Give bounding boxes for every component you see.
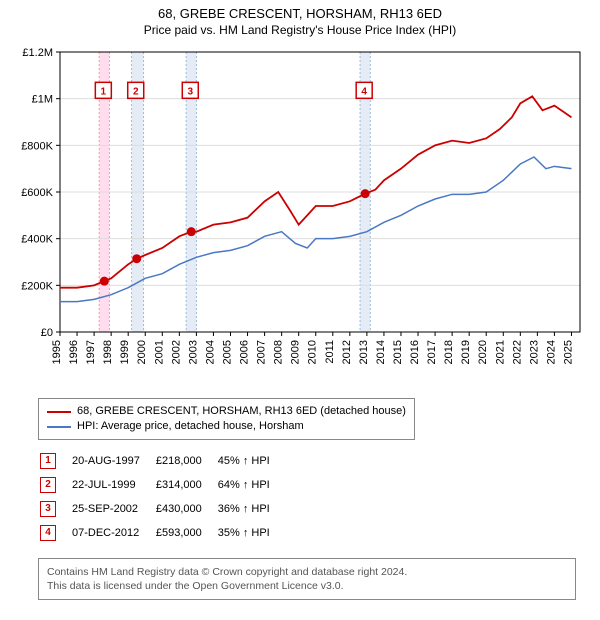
sale-price: £430,000: [156, 498, 216, 520]
svg-text:3: 3: [187, 86, 193, 97]
svg-text:2013: 2013: [358, 340, 370, 364]
svg-text:2005: 2005: [221, 340, 233, 364]
svg-text:1997: 1997: [85, 340, 97, 364]
svg-text:2019: 2019: [460, 340, 472, 364]
page-subtitle: Price paid vs. HM Land Registry's House …: [0, 21, 600, 37]
svg-text:2014: 2014: [375, 340, 387, 364]
svg-text:2009: 2009: [290, 340, 302, 364]
legend-item: HPI: Average price, detached house, Hors…: [47, 419, 406, 434]
svg-text:£400K: £400K: [21, 234, 53, 246]
svg-text:2006: 2006: [239, 340, 251, 364]
svg-text:2007: 2007: [256, 340, 268, 364]
footer-line: Contains HM Land Registry data © Crown c…: [47, 565, 567, 579]
svg-text:1: 1: [101, 86, 107, 97]
svg-text:2011: 2011: [324, 340, 336, 364]
svg-text:1995: 1995: [51, 340, 63, 364]
sale-price: £593,000: [156, 522, 216, 544]
svg-text:£1.2M: £1.2M: [22, 47, 53, 59]
footer-line: This data is licensed under the Open Gov…: [47, 579, 567, 593]
svg-text:2024: 2024: [545, 340, 557, 364]
legend-label: 68, GREBE CRESCENT, HORSHAM, RH13 6ED (d…: [77, 404, 406, 419]
sale-delta: 64% ↑ HPI: [218, 474, 284, 496]
legend-swatch: [47, 411, 71, 413]
svg-text:1996: 1996: [68, 340, 80, 364]
svg-text:2: 2: [133, 86, 139, 97]
svg-text:£600K: £600K: [21, 187, 53, 199]
svg-text:£800K: £800K: [21, 140, 53, 152]
table-row: 2 22-JUL-1999£314,00064% ↑ HPI: [40, 474, 284, 496]
sale-marker: 2: [40, 477, 56, 493]
table-row: 1 20-AUG-1997£218,00045% ↑ HPI: [40, 450, 284, 472]
svg-text:2000: 2000: [136, 340, 148, 364]
legend-swatch: [47, 426, 71, 428]
svg-text:2001: 2001: [153, 340, 165, 364]
sales-table: 1 20-AUG-1997£218,00045% ↑ HPI 2 22-JUL-199…: [38, 448, 286, 546]
sale-delta: 45% ↑ HPI: [218, 450, 284, 472]
svg-text:2018: 2018: [443, 340, 455, 364]
sale-delta: 36% ↑ HPI: [218, 498, 284, 520]
svg-text:2016: 2016: [409, 340, 421, 364]
svg-text:2002: 2002: [170, 340, 182, 364]
table-row: 4 07-DEC-2012£593,00035% ↑ HPI: [40, 522, 284, 544]
sale-delta: 35% ↑ HPI: [218, 522, 284, 544]
svg-text:2008: 2008: [273, 340, 285, 364]
sale-marker: 1: [40, 453, 56, 469]
svg-text:2012: 2012: [341, 340, 353, 364]
attribution-footer: Contains HM Land Registry data © Crown c…: [38, 558, 576, 600]
legend: 68, GREBE CRESCENT, HORSHAM, RH13 6ED (d…: [38, 398, 415, 440]
price-chart: £0 £200K £400K £600K £800K £1M £1.2M 1995 1996 19…: [10, 46, 590, 386]
svg-text:2022: 2022: [511, 340, 523, 364]
svg-text:2017: 2017: [426, 340, 438, 364]
svg-text:2004: 2004: [204, 340, 216, 364]
table-row: 3 25-SEP-2002£430,00036% ↑ HPI: [40, 498, 284, 520]
svg-text:1999: 1999: [119, 340, 131, 364]
svg-text:4: 4: [361, 86, 367, 97]
svg-text:2020: 2020: [477, 340, 489, 364]
sale-price: £314,000: [156, 474, 216, 496]
sale-marker: 3: [40, 501, 56, 517]
sale-marker: 4: [40, 525, 56, 541]
sale-date: 07-DEC-2012: [72, 522, 154, 544]
svg-text:2003: 2003: [187, 340, 199, 364]
sale-date: 20-AUG-1997: [72, 450, 154, 472]
legend-item: 68, GREBE CRESCENT, HORSHAM, RH13 6ED (d…: [47, 404, 406, 419]
svg-text:2023: 2023: [528, 340, 540, 364]
svg-text:£0: £0: [41, 327, 53, 339]
page-title: 68, GREBE CRESCENT, HORSHAM, RH13 6ED: [0, 0, 600, 21]
legend-label: HPI: Average price, detached house, Hors…: [77, 419, 304, 434]
svg-text:£200K: £200K: [21, 280, 53, 292]
svg-text:2010: 2010: [307, 340, 319, 364]
svg-text:1998: 1998: [102, 340, 114, 364]
sale-date: 22-JUL-1999: [72, 474, 154, 496]
svg-text:2021: 2021: [494, 340, 506, 364]
svg-text:£1M: £1M: [32, 94, 53, 106]
svg-text:2015: 2015: [392, 340, 404, 364]
sale-date: 25-SEP-2002: [72, 498, 154, 520]
svg-text:2025: 2025: [562, 340, 574, 364]
sale-price: £218,000: [156, 450, 216, 472]
